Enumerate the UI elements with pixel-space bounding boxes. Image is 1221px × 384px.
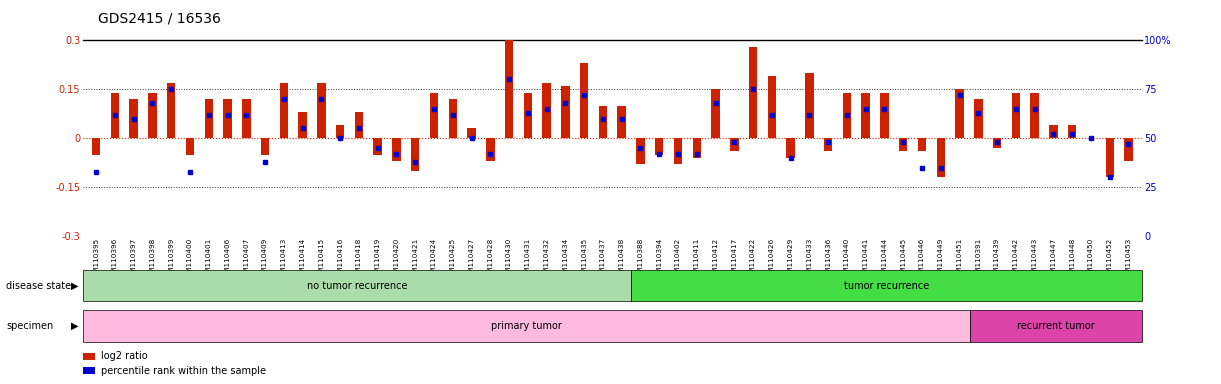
Bar (1105, 138, 1114, 177)
Bar (955, 89, 963, 138)
Bar (862, 93, 869, 138)
Bar (129, 99, 138, 138)
Bar (974, 99, 983, 138)
Bar (1125, 138, 1133, 161)
Bar (298, 112, 306, 138)
Text: disease state: disease state (6, 281, 71, 291)
Bar (1031, 93, 1039, 138)
Bar (1012, 93, 1020, 138)
Bar (317, 83, 326, 138)
Bar (92, 138, 100, 155)
Bar (148, 93, 156, 138)
Bar (504, 40, 513, 138)
Bar (542, 83, 551, 138)
Bar (842, 93, 851, 138)
Text: primary tumor: primary tumor (491, 321, 562, 331)
Bar (618, 106, 626, 138)
Bar (223, 99, 232, 138)
Bar (786, 138, 795, 158)
Text: log2 ratio: log2 ratio (101, 351, 148, 361)
Bar (336, 125, 344, 138)
Bar (167, 83, 176, 138)
Bar (674, 138, 683, 164)
Bar (598, 106, 607, 138)
Bar (186, 138, 194, 155)
Text: GDS2415 / 16536: GDS2415 / 16536 (98, 12, 221, 25)
Text: ▶: ▶ (71, 321, 78, 331)
Bar (524, 93, 532, 138)
Bar (411, 138, 420, 171)
Bar (111, 93, 120, 138)
Bar (1068, 125, 1077, 138)
Bar (654, 138, 663, 155)
Bar (993, 138, 1001, 148)
Bar (636, 138, 645, 164)
Bar (730, 138, 739, 151)
Bar (355, 112, 363, 138)
Bar (430, 93, 438, 138)
Text: percentile rank within the sample: percentile rank within the sample (101, 366, 266, 376)
Bar (768, 76, 777, 138)
Text: no tumor recurrence: no tumor recurrence (306, 281, 408, 291)
Bar (392, 138, 400, 161)
Bar (242, 99, 250, 138)
Bar (468, 128, 476, 138)
Bar (448, 99, 457, 138)
Bar (805, 73, 813, 138)
Bar (261, 138, 270, 155)
Bar (899, 138, 907, 151)
Text: ▶: ▶ (71, 281, 78, 291)
Bar (562, 86, 570, 138)
Bar (918, 138, 927, 151)
Bar (937, 138, 945, 177)
Bar (374, 138, 382, 155)
Text: recurrent tumor: recurrent tumor (1017, 321, 1095, 331)
Bar (824, 138, 833, 151)
Bar (712, 89, 720, 138)
Text: specimen: specimen (6, 321, 54, 331)
Bar (486, 138, 495, 161)
Bar (1049, 125, 1057, 138)
Bar (580, 63, 589, 138)
Bar (748, 47, 757, 138)
Bar (205, 99, 212, 138)
Bar (280, 83, 288, 138)
Bar (880, 93, 889, 138)
Bar (692, 138, 701, 158)
Text: tumor recurrence: tumor recurrence (844, 281, 929, 291)
